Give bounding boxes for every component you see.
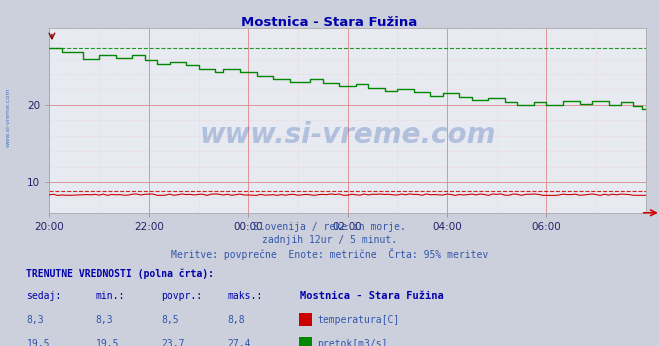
Text: www.si-vreme.com: www.si-vreme.com xyxy=(200,121,496,149)
Text: 19,5: 19,5 xyxy=(96,339,119,346)
Text: 23,7: 23,7 xyxy=(161,339,185,346)
Text: maks.:: maks.: xyxy=(227,291,262,301)
Text: Mostnica - Stara Fužina: Mostnica - Stara Fužina xyxy=(300,291,444,301)
Text: 8,5: 8,5 xyxy=(161,315,179,325)
Text: zadnjih 12ur / 5 minut.: zadnjih 12ur / 5 minut. xyxy=(262,236,397,245)
Text: povpr.:: povpr.: xyxy=(161,291,202,301)
Text: TRENUTNE VREDNOSTI (polna črta):: TRENUTNE VREDNOSTI (polna črta): xyxy=(26,268,214,279)
Text: min.:: min.: xyxy=(96,291,125,301)
Text: 8,3: 8,3 xyxy=(96,315,113,325)
Text: pretok[m3/s]: pretok[m3/s] xyxy=(317,339,387,346)
Text: www.si-vreme.com: www.si-vreme.com xyxy=(5,88,11,147)
Text: 8,3: 8,3 xyxy=(26,315,44,325)
Text: 19,5: 19,5 xyxy=(26,339,50,346)
Text: sedaj:: sedaj: xyxy=(26,291,61,301)
Text: Meritve: povprečne  Enote: metrične  Črta: 95% meritev: Meritve: povprečne Enote: metrične Črta:… xyxy=(171,248,488,260)
Text: temperatura[C]: temperatura[C] xyxy=(317,315,399,325)
Text: 8,8: 8,8 xyxy=(227,315,245,325)
Text: Slovenija / reke in morje.: Slovenija / reke in morje. xyxy=(253,222,406,231)
Text: 27,4: 27,4 xyxy=(227,339,251,346)
Text: Mostnica - Stara Fužina: Mostnica - Stara Fužina xyxy=(241,16,418,29)
